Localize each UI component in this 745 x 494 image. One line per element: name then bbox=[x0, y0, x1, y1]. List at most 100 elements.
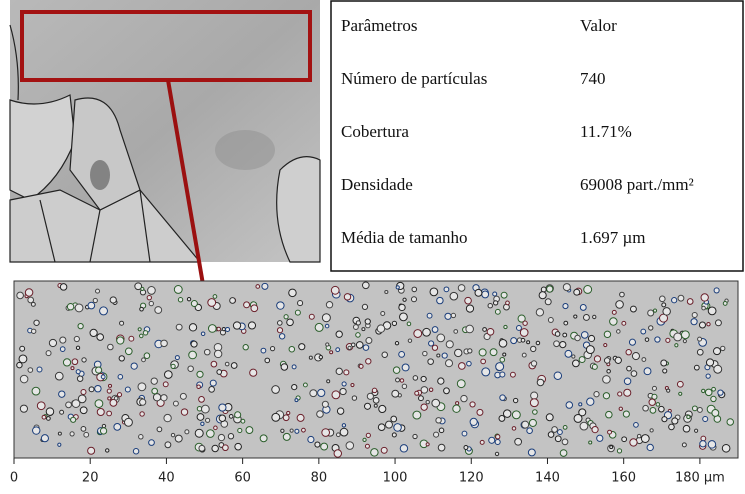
particle bbox=[365, 444, 369, 448]
particle bbox=[76, 346, 79, 349]
table-cell: 1.697 µm bbox=[580, 228, 646, 247]
particle bbox=[555, 332, 560, 337]
particle bbox=[445, 360, 452, 367]
particle bbox=[33, 427, 40, 434]
particle bbox=[705, 389, 712, 396]
particle bbox=[89, 387, 94, 392]
tick-label: 0 bbox=[10, 471, 18, 486]
particle bbox=[262, 283, 268, 289]
particle bbox=[706, 359, 713, 366]
particle bbox=[295, 399, 298, 402]
particle bbox=[421, 387, 428, 394]
particle bbox=[663, 308, 671, 316]
particle bbox=[17, 292, 24, 299]
particle bbox=[225, 362, 229, 366]
particle bbox=[165, 371, 173, 379]
particle bbox=[219, 415, 225, 421]
particle bbox=[117, 393, 121, 397]
particle bbox=[204, 349, 210, 355]
particle bbox=[512, 411, 520, 419]
particle bbox=[212, 445, 218, 451]
particle bbox=[648, 310, 654, 316]
particle bbox=[634, 423, 639, 428]
particle bbox=[522, 353, 526, 357]
particle bbox=[593, 315, 596, 318]
particle bbox=[631, 371, 637, 377]
particle bbox=[46, 351, 51, 356]
particle bbox=[366, 338, 372, 344]
particle bbox=[363, 345, 369, 351]
particle bbox=[623, 411, 629, 417]
particle bbox=[302, 428, 306, 432]
particle bbox=[82, 358, 86, 362]
particle bbox=[581, 332, 588, 339]
particle bbox=[330, 351, 333, 354]
particle bbox=[450, 292, 458, 300]
particle bbox=[541, 287, 546, 292]
particle bbox=[477, 409, 483, 415]
particle bbox=[511, 338, 517, 344]
particle bbox=[527, 428, 533, 434]
particle bbox=[439, 428, 444, 433]
particle bbox=[81, 389, 86, 394]
particle bbox=[610, 318, 617, 325]
particle bbox=[552, 427, 558, 433]
particle bbox=[683, 340, 686, 343]
particle bbox=[495, 452, 498, 455]
particle bbox=[208, 325, 216, 333]
particle bbox=[80, 407, 87, 414]
particle bbox=[148, 287, 156, 295]
particle bbox=[615, 357, 621, 363]
particle bbox=[118, 375, 123, 380]
particle bbox=[373, 397, 379, 403]
particle bbox=[96, 289, 100, 293]
particle bbox=[191, 341, 197, 347]
particle bbox=[622, 437, 627, 442]
particle bbox=[210, 380, 216, 386]
particle bbox=[663, 369, 667, 373]
particle bbox=[74, 336, 79, 341]
particle bbox=[213, 295, 217, 299]
particle bbox=[131, 363, 137, 369]
particle bbox=[289, 289, 296, 296]
particle bbox=[19, 355, 27, 363]
particle bbox=[432, 345, 437, 350]
particle bbox=[279, 334, 284, 339]
bottom-micrograph bbox=[14, 281, 738, 458]
particle bbox=[352, 396, 356, 400]
particle bbox=[642, 358, 646, 362]
particle bbox=[697, 407, 702, 412]
particle bbox=[470, 418, 477, 425]
particle bbox=[592, 364, 597, 369]
particle bbox=[712, 387, 716, 391]
particle bbox=[679, 392, 682, 395]
particle bbox=[290, 429, 293, 432]
particle bbox=[560, 341, 566, 347]
particle bbox=[466, 305, 473, 312]
particle bbox=[298, 301, 303, 306]
particle bbox=[428, 359, 434, 365]
particle bbox=[77, 376, 82, 381]
particle bbox=[356, 342, 363, 349]
particle bbox=[219, 404, 226, 411]
particle bbox=[173, 401, 178, 406]
particle bbox=[277, 302, 284, 309]
particle bbox=[138, 383, 146, 391]
particle bbox=[480, 440, 484, 444]
particle bbox=[340, 388, 346, 394]
particle bbox=[687, 299, 693, 305]
particle bbox=[649, 326, 653, 330]
particle bbox=[37, 367, 42, 372]
particle bbox=[337, 408, 343, 414]
particle bbox=[461, 395, 467, 401]
particle bbox=[482, 368, 490, 376]
particle bbox=[163, 382, 168, 387]
particle bbox=[161, 340, 168, 347]
particle bbox=[382, 352, 388, 358]
particle bbox=[588, 335, 594, 341]
particle bbox=[317, 411, 324, 418]
particle bbox=[246, 427, 253, 434]
particle bbox=[503, 410, 510, 417]
particle bbox=[336, 433, 340, 437]
particle bbox=[677, 381, 683, 387]
